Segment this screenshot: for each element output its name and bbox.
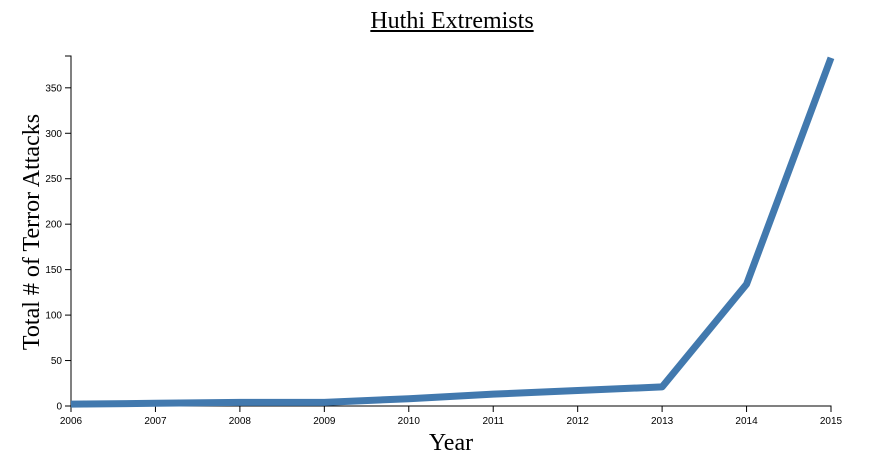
y-tick-label: 250 — [45, 174, 62, 185]
x-tick-label: 2013 — [651, 416, 674, 427]
y-axis: 0 50 100 150 200 250 300 350 — [45, 55, 72, 413]
x-tick-label: 2014 — [735, 416, 758, 427]
x-tick-label: 2011 — [482, 416, 504, 427]
chart-title: Huthi Extremists — [370, 8, 534, 34]
y-tick-label: 200 — [45, 220, 62, 231]
x-axis-line — [70, 405, 832, 412]
series-line — [70, 56, 835, 408]
y-tick-label: 50 — [51, 356, 63, 367]
y-tick-label: 0 — [56, 402, 62, 413]
x-axis: 2006 2007 2008 2009 2010 2011 2012 2013 2014 2015 — [60, 405, 843, 427]
x-axis-title: Year — [429, 430, 473, 456]
x-tick-label: 2007 — [144, 416, 167, 427]
x-tick-label: 2009 — [313, 416, 336, 427]
x-tick-label: 2008 — [229, 416, 252, 427]
x-tick-label: 2006 — [60, 416, 83, 427]
y-tick-label: 300 — [45, 129, 62, 140]
y-axis-title: Total # of Terror Attacks — [19, 114, 45, 350]
y-tick-label: 350 — [45, 83, 62, 94]
x-tick-label: 2015 — [820, 416, 843, 427]
x-tick-label: 2012 — [567, 416, 590, 427]
y-tick-label: 100 — [45, 311, 62, 322]
x-tick-label: 2010 — [398, 416, 421, 427]
y-axis-line — [65, 55, 72, 407]
y-tick-label: 150 — [45, 265, 62, 276]
series-layer — [70, 56, 835, 408]
